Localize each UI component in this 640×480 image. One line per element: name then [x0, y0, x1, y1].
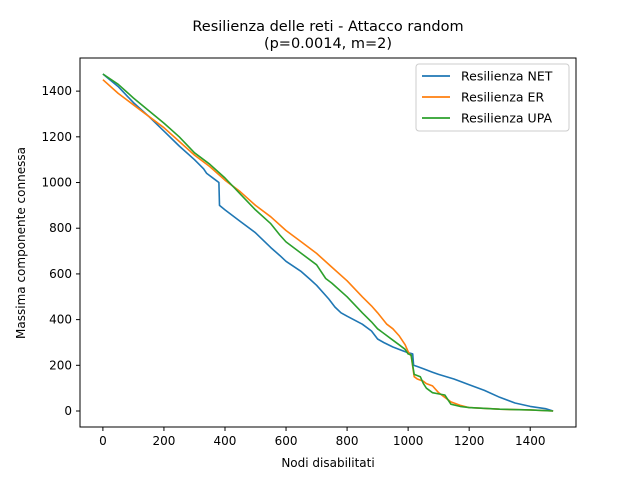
y-tick-label: 1200	[41, 130, 72, 144]
chart-title: Resilienza delle reti - Attacco random	[192, 19, 463, 35]
plot-lines	[102, 73, 554, 412]
chart-subtitle: (p=0.0014, m=2)	[264, 36, 392, 52]
y-tick-label: 800	[49, 221, 72, 235]
x-tick-label: 800	[336, 434, 359, 448]
y-tick-label: 200	[49, 358, 72, 372]
plot-frame	[79, 57, 577, 428]
x-tick-label: 200	[152, 434, 175, 448]
legend: Resilienza NET Resilienza ER Resilienza UP…	[415, 63, 570, 132]
legend-label: Resilienza ER	[461, 90, 544, 105]
x-tick-label: 1000	[393, 434, 424, 448]
x-tick-label: 0	[99, 434, 107, 448]
series-line-2	[102, 79, 554, 412]
y-axis-label: Massima componente connessa	[14, 147, 28, 339]
legend-label: Resilienza NET	[461, 69, 553, 84]
series-line-1	[102, 73, 554, 412]
y-tick-label: 1400	[41, 84, 72, 98]
x-axis: 0 200 400 600 800 1000 1200 1400	[99, 427, 545, 448]
y-tick-label: 0	[64, 404, 72, 418]
y-tick-label: 400	[49, 313, 72, 327]
legend-box	[415, 63, 570, 132]
x-tick-label: 600	[275, 434, 298, 448]
y-axis: 0 200 400 600 800 1000 1200 1400	[41, 84, 80, 418]
y-tick-label: 1000	[41, 176, 72, 190]
y-tick-label: 600	[49, 267, 72, 281]
x-tick-label: 1400	[515, 434, 546, 448]
legend-label: Resilienza UPA	[461, 111, 552, 126]
x-tick-label: 1200	[454, 434, 485, 448]
x-tick-label: 400	[214, 434, 237, 448]
x-axis-label: Nodi disabilitati	[281, 456, 374, 470]
series-line-3	[102, 73, 554, 412]
